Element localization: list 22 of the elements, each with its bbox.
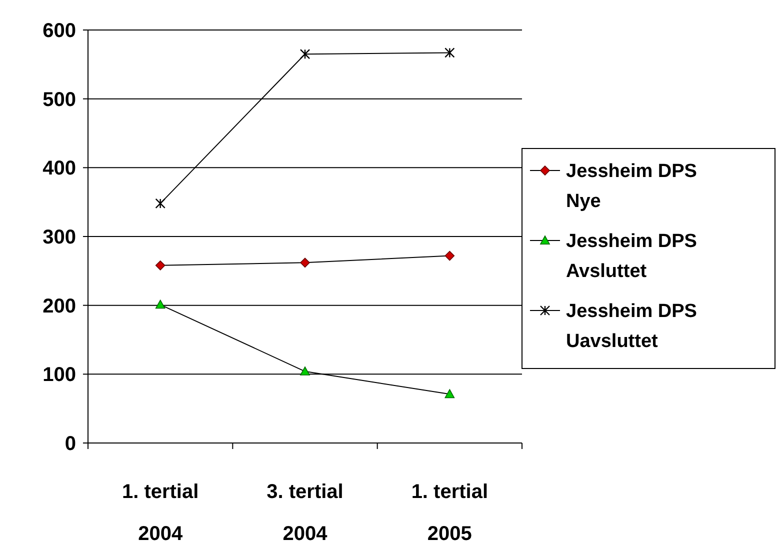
y-tick-label: 600 <box>42 20 76 42</box>
point <box>155 260 166 270</box>
point <box>300 366 310 376</box>
x-tick-label: 1. tertial 2004 <box>122 481 199 545</box>
y-tick-label: 0 <box>64 433 76 455</box>
legend-label: Jessheim DPS Avsluttet <box>566 231 697 282</box>
x-tick-label: 3. tertial 2004 <box>266 481 344 545</box>
legend-label: Jessheim DPS Nye <box>566 161 697 212</box>
y-tick-label: 500 <box>42 88 76 111</box>
point <box>300 258 310 268</box>
point <box>444 389 455 398</box>
point <box>300 48 310 60</box>
point <box>155 300 166 309</box>
y-tick-label: 200 <box>42 295 76 318</box>
point <box>444 48 455 58</box>
y-tick-label: 100 <box>42 364 76 386</box>
point <box>155 198 166 209</box>
x-tick-label: 1. tertial 2005 <box>411 481 488 545</box>
point <box>444 250 455 261</box>
legend-label: Jessheim DPS Uavsluttet <box>566 301 697 352</box>
y-tick-label: 400 <box>42 158 76 180</box>
y-tick-label: 300 <box>42 226 76 248</box>
